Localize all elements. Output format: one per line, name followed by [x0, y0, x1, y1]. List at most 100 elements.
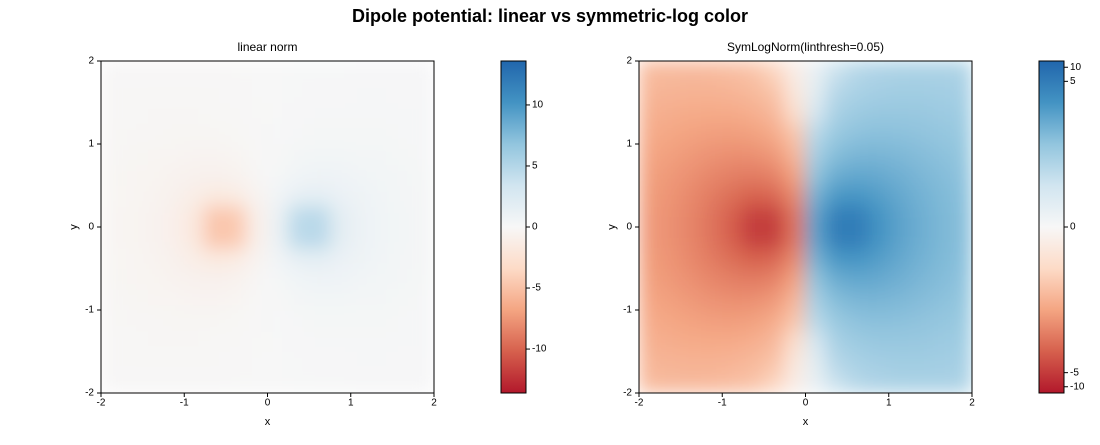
heatmap-cell [329, 247, 352, 269]
heatmap-cell [391, 309, 414, 332]
heatmap-cell [659, 247, 682, 269]
heatmap-cell [639, 247, 661, 269]
heatmap-cell [329, 102, 352, 124]
heatmap-cell [700, 81, 723, 103]
heatmap-cell [639, 185, 661, 207]
heatmap-cell [659, 164, 682, 186]
heatmap-cell [721, 205, 744, 228]
heatmap-cell [888, 205, 911, 228]
heatmap-cell [308, 226, 331, 249]
heatmap-cell [267, 143, 289, 166]
heatmap-cell [267, 205, 289, 228]
heatmap-cell [929, 164, 952, 186]
heatmap-cell [700, 371, 723, 393]
heatmap-cell [287, 61, 310, 83]
heatmap-cell [680, 143, 702, 166]
heatmap-cell [639, 143, 661, 166]
heatmap-cell [680, 226, 702, 249]
heatmap-cell [329, 309, 352, 332]
heatmap-cell [101, 330, 123, 352]
heatmap-cell [267, 122, 289, 145]
heatmap-cell [101, 81, 123, 103]
heatmap-cell [721, 143, 744, 166]
heatmap-cell [721, 185, 744, 207]
heatmap-cell [888, 351, 911, 373]
heatmap-cell [162, 226, 185, 249]
y-tick-label: -2 [623, 388, 632, 399]
heatmap-cell [825, 330, 848, 352]
heatmap-cell [742, 226, 765, 249]
heatmap-cell [225, 309, 248, 332]
heatmap-cell [308, 81, 331, 103]
heatmap-cell [639, 330, 661, 352]
heatmap-cell [121, 330, 144, 352]
heatmap-cell [909, 205, 931, 228]
heatmap-cell [246, 81, 268, 103]
heatmap-cell [204, 164, 227, 186]
colorbar [1038, 60, 1065, 394]
heatmap-cell [329, 81, 352, 103]
heatmap-cell [825, 309, 848, 332]
heatmap-cell [121, 102, 144, 124]
heatmap-cell [763, 81, 786, 103]
heatmap-cell [371, 164, 393, 186]
heatmap-cell [267, 102, 289, 124]
heatmap-cell [101, 164, 123, 186]
heatmap-cell [287, 309, 310, 332]
heatmap-cell [308, 185, 331, 207]
heatmap-cell [371, 185, 393, 207]
heatmap-cell [950, 226, 972, 249]
x-tick-label: 0 [803, 398, 809, 409]
heatmap-cell [350, 330, 373, 352]
heatmap-cell [142, 185, 164, 207]
heatmap-cell [267, 164, 289, 186]
heatmap-cell [101, 247, 123, 269]
heatmap-cell [721, 102, 744, 124]
y-tick-label: 0 [626, 222, 632, 233]
heatmap-cell [825, 247, 848, 269]
heatmap-cell [412, 185, 434, 207]
y-tick-label: 2 [88, 56, 94, 67]
heatmap-cell [287, 330, 310, 352]
heatmap-cell [204, 226, 227, 249]
heatmap-cell [909, 226, 931, 249]
x-tick-label: 2 [431, 398, 437, 409]
heatmap-cell [659, 102, 682, 124]
heatmap-cell [929, 288, 952, 311]
heatmap-cell [805, 164, 827, 186]
heatmap-cell [909, 351, 931, 373]
heatmap-cell [142, 81, 164, 103]
heatmap-cell [267, 288, 289, 311]
heatmap-cell [101, 309, 123, 332]
heatmap-cell [659, 268, 682, 290]
heatmap-cell [162, 351, 185, 373]
heatmap-cell [287, 268, 310, 290]
heatmap-cell [391, 371, 414, 393]
heatmap-cell [287, 143, 310, 166]
colorbar-tick-label: 5 [532, 161, 538, 172]
heatmap-cell [867, 102, 890, 124]
heatmap-cell [888, 309, 911, 332]
heatmap-cell [246, 102, 268, 124]
heatmap-cell [391, 122, 414, 145]
heatmap-cell [805, 122, 827, 145]
heatmap-cell [142, 164, 164, 186]
heatmap-cell [867, 164, 890, 186]
heatmap-cell [246, 309, 268, 332]
heatmap-cell [204, 268, 227, 290]
heatmap-cell [763, 205, 786, 228]
heatmap-cell [721, 309, 744, 332]
heatmap-cell [162, 309, 185, 332]
heatmap-cell [867, 268, 890, 290]
heatmap-cell [721, 81, 744, 103]
heatmap-cell [183, 185, 206, 207]
heatmap-cell [909, 247, 931, 269]
heatmap-cell [742, 268, 765, 290]
heatmap-cell [929, 351, 952, 373]
heatmap-cell [412, 330, 434, 352]
heatmap-cell [929, 268, 952, 290]
heatmap-cell [888, 185, 911, 207]
heatmap-cell [659, 143, 682, 166]
heatmap-cell [142, 143, 164, 166]
